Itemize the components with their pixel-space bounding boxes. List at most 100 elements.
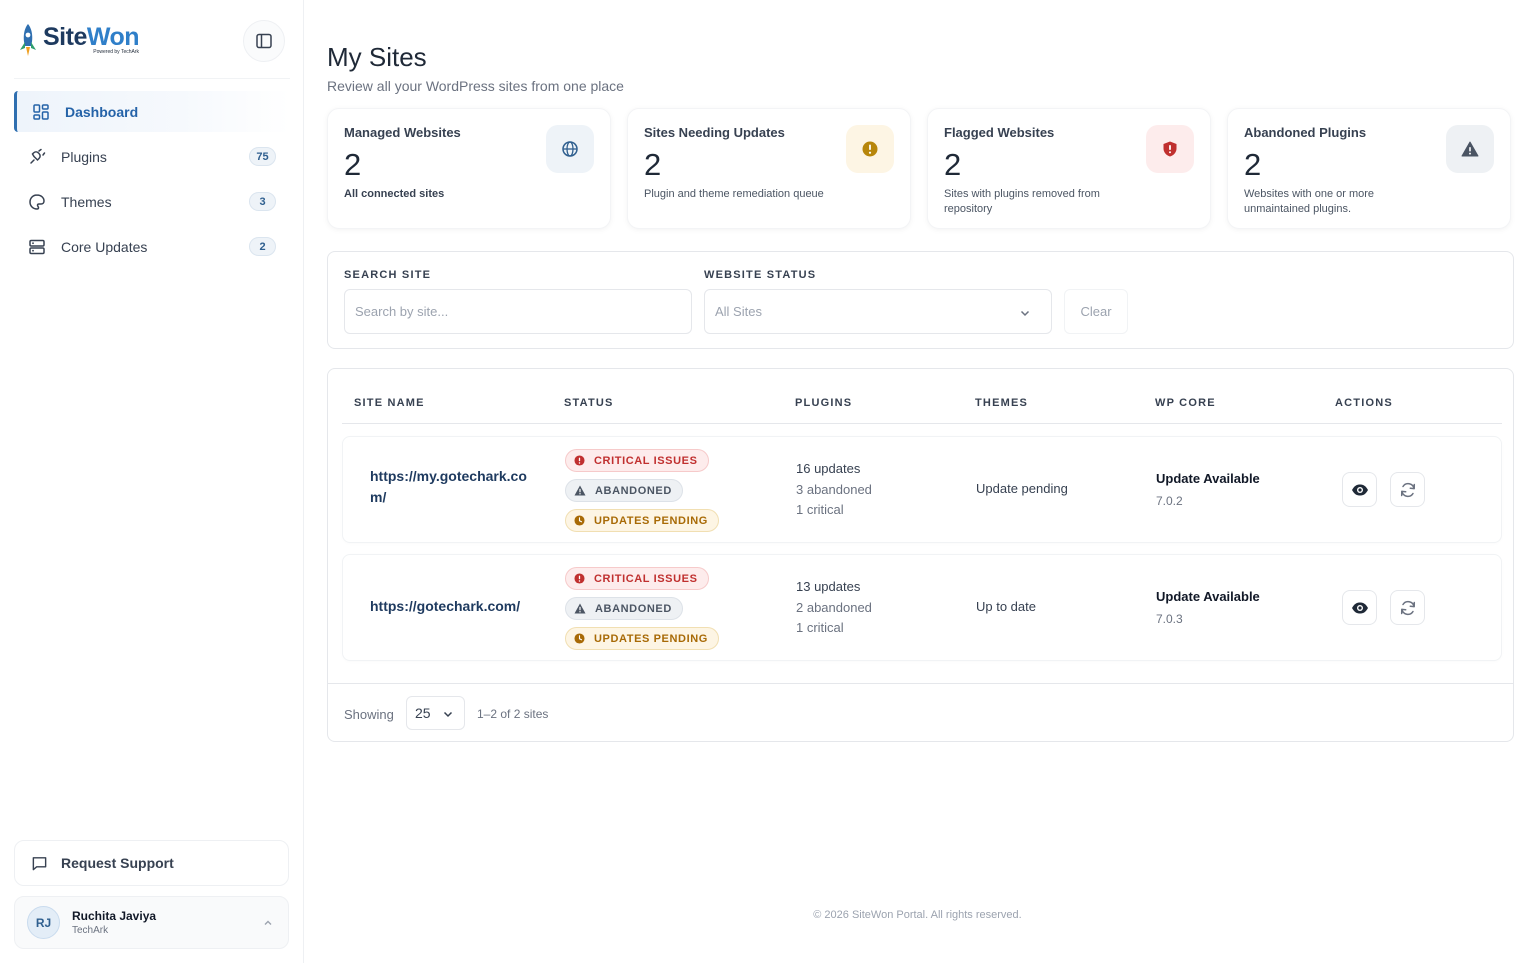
table-footer-divider [328,683,1513,684]
sidebar-item-dashboard[interactable]: Dashboard [14,91,290,132]
site-link[interactable]: https://gotechark.com/ [370,598,521,614]
plugins-critical: 1 critical [796,620,844,635]
user-org: TechArk [72,925,109,936]
chevron-down-icon [1020,310,1030,317]
stat-description: Plugin and theme remediation queue [644,188,824,200]
count-badge: 3 [249,192,276,211]
page-title: My Sites [327,42,427,72]
stat-description: Websites with one or more unmaintained p… [1244,188,1375,215]
warning-triangle-icon [1446,125,1494,173]
alert-circle-icon [574,455,585,466]
eye-icon [1351,602,1368,613]
sidebar-nav: Dashboard Plugins 75 Themes 3 Core Updat… [14,91,290,271]
stat-label: Abandoned Plugins [1244,125,1367,140]
sidebar: SiteWon Powered by TechArk Dashboard Plu… [0,0,304,963]
alert-circle-icon [846,125,894,173]
chevron-up-icon [264,920,272,925]
column-header-plugins: PLUGINS [795,397,853,409]
website-status-select[interactable]: All Sites [704,289,1052,334]
sidebar-divider [14,78,290,79]
view-site-button[interactable] [1342,472,1377,507]
showing-label: Showing [344,707,394,722]
stat-card-flagged-websites: Flagged Websites 2 Sites with plugins re… [927,108,1211,229]
status-badge-critical: CRITICAL ISSUES [565,449,709,472]
main-content: My Sites Review all your WordPress sites… [305,0,1536,963]
sidebar-item-label: Themes [61,193,112,210]
sidebar-item-plugins[interactable]: Plugins 75 [14,136,290,177]
status-badges: CRITICAL ISSUES ABANDONED UPDATES PENDIN… [565,449,719,539]
avatar: RJ [27,906,60,939]
plugins-summary: 13 updates 2 abandoned 1 critical [796,577,872,639]
plugins-updates: 13 updates [796,579,861,594]
status-badge-abandoned: ABANDONED [565,597,683,620]
rocket-logo-icon [17,22,39,58]
eye-icon [1351,484,1368,495]
stat-value: 2 [344,147,362,182]
per-page-select[interactable]: 25 [406,696,465,730]
sync-site-button[interactable] [1390,472,1425,507]
plugins-critical: 1 critical [796,502,844,517]
request-support-button[interactable]: Request Support [14,840,289,886]
stat-label: Managed Websites [344,125,461,140]
globe-icon [546,125,594,173]
sidebar-item-label: Core Updates [61,238,148,255]
palette-icon [28,193,46,211]
table-row: https://my.gotechark.com/ CRITICAL ISSUE… [342,436,1502,543]
count-badge: 2 [249,237,276,256]
website-status-label: WEBSITE STATUS [704,269,817,281]
shield-alert-icon [1146,125,1194,173]
user-menu[interactable]: RJ Ruchita Javiya TechArk [14,896,289,949]
per-page-value: 25 [415,705,431,721]
filters-panel: SEARCH SITE WEBSITE STATUS All Sites Cle… [327,251,1514,349]
core-update-status: Update Available [1156,589,1260,604]
stat-card-abandoned-plugins: Abandoned Plugins 2 Websites with one or… [1227,108,1511,229]
sidebar-item-themes[interactable]: Themes 3 [14,181,290,222]
stat-label: Sites Needing Updates [644,125,785,140]
request-support-label: Request Support [61,855,174,871]
column-header-actions: ACTIONS [1335,397,1393,409]
sidebar-item-label: Dashboard [65,103,139,120]
clock-icon [574,515,585,526]
clear-button[interactable]: Clear [1064,289,1128,334]
status-badge-critical: CRITICAL ISSUES [565,567,709,590]
status-badge-updates-pending: UPDATES PENDING [565,627,719,650]
core-version: 7.0.2 [1156,494,1183,508]
stat-value: 2 [944,147,962,182]
plugins-updates: 16 updates [796,461,861,476]
stat-value: 2 [644,147,662,182]
column-header-themes: THEMES [975,397,1029,409]
clock-icon [574,633,585,644]
sidebar-toggle-button[interactable] [243,20,285,62]
sidebar-panel-icon [256,33,272,49]
plugins-summary: 16 updates 3 abandoned 1 critical [796,459,872,521]
sidebar-item-label: Plugins [61,148,107,165]
table-row: https://gotechark.com/ CRITICAL ISSUES A… [342,554,1502,661]
wp-core-status: Update Available 7.0.3 [1156,589,1260,626]
grid-icon [32,103,50,121]
brand-logo[interactable]: SiteWon Powered by TechArk [17,22,140,58]
page-subtitle: Review all your WordPress sites from one… [327,78,624,94]
column-header-site-name: SITE NAME [354,397,425,409]
site-link[interactable]: https://my.gotechark.com/ [370,468,527,505]
pagination-range: 1–2 of 2 sites [477,707,549,721]
search-input[interactable] [344,289,692,334]
core-update-status: Update Available [1156,471,1260,486]
website-status-value: All Sites [715,304,762,319]
core-version: 7.0.3 [1156,612,1183,626]
column-header-wp-core: WP CORE [1155,397,1216,409]
brand-name: SiteWon [43,23,140,51]
stat-value: 2 [1244,147,1262,182]
themes-status: Up to date [976,599,1036,614]
sidebar-item-core-updates[interactable]: Core Updates 2 [14,226,290,267]
sites-table: SITE NAME STATUS PLUGINS THEMES WP CORE … [327,368,1514,742]
plugins-abandoned: 2 abandoned [796,599,872,615]
wp-core-status: Update Available 7.0.2 [1156,471,1260,508]
status-badge-abandoned: ABANDONED [565,479,683,502]
sync-site-button[interactable] [1390,590,1425,625]
stat-card-sites-needing-updates: Sites Needing Updates 2 Plugin and theme… [627,108,911,229]
warning-triangle-icon [574,485,586,496]
refresh-icon [1400,600,1415,615]
stat-label: Flagged Websites [944,125,1055,140]
view-site-button[interactable] [1342,590,1377,625]
search-label: SEARCH SITE [344,269,432,281]
